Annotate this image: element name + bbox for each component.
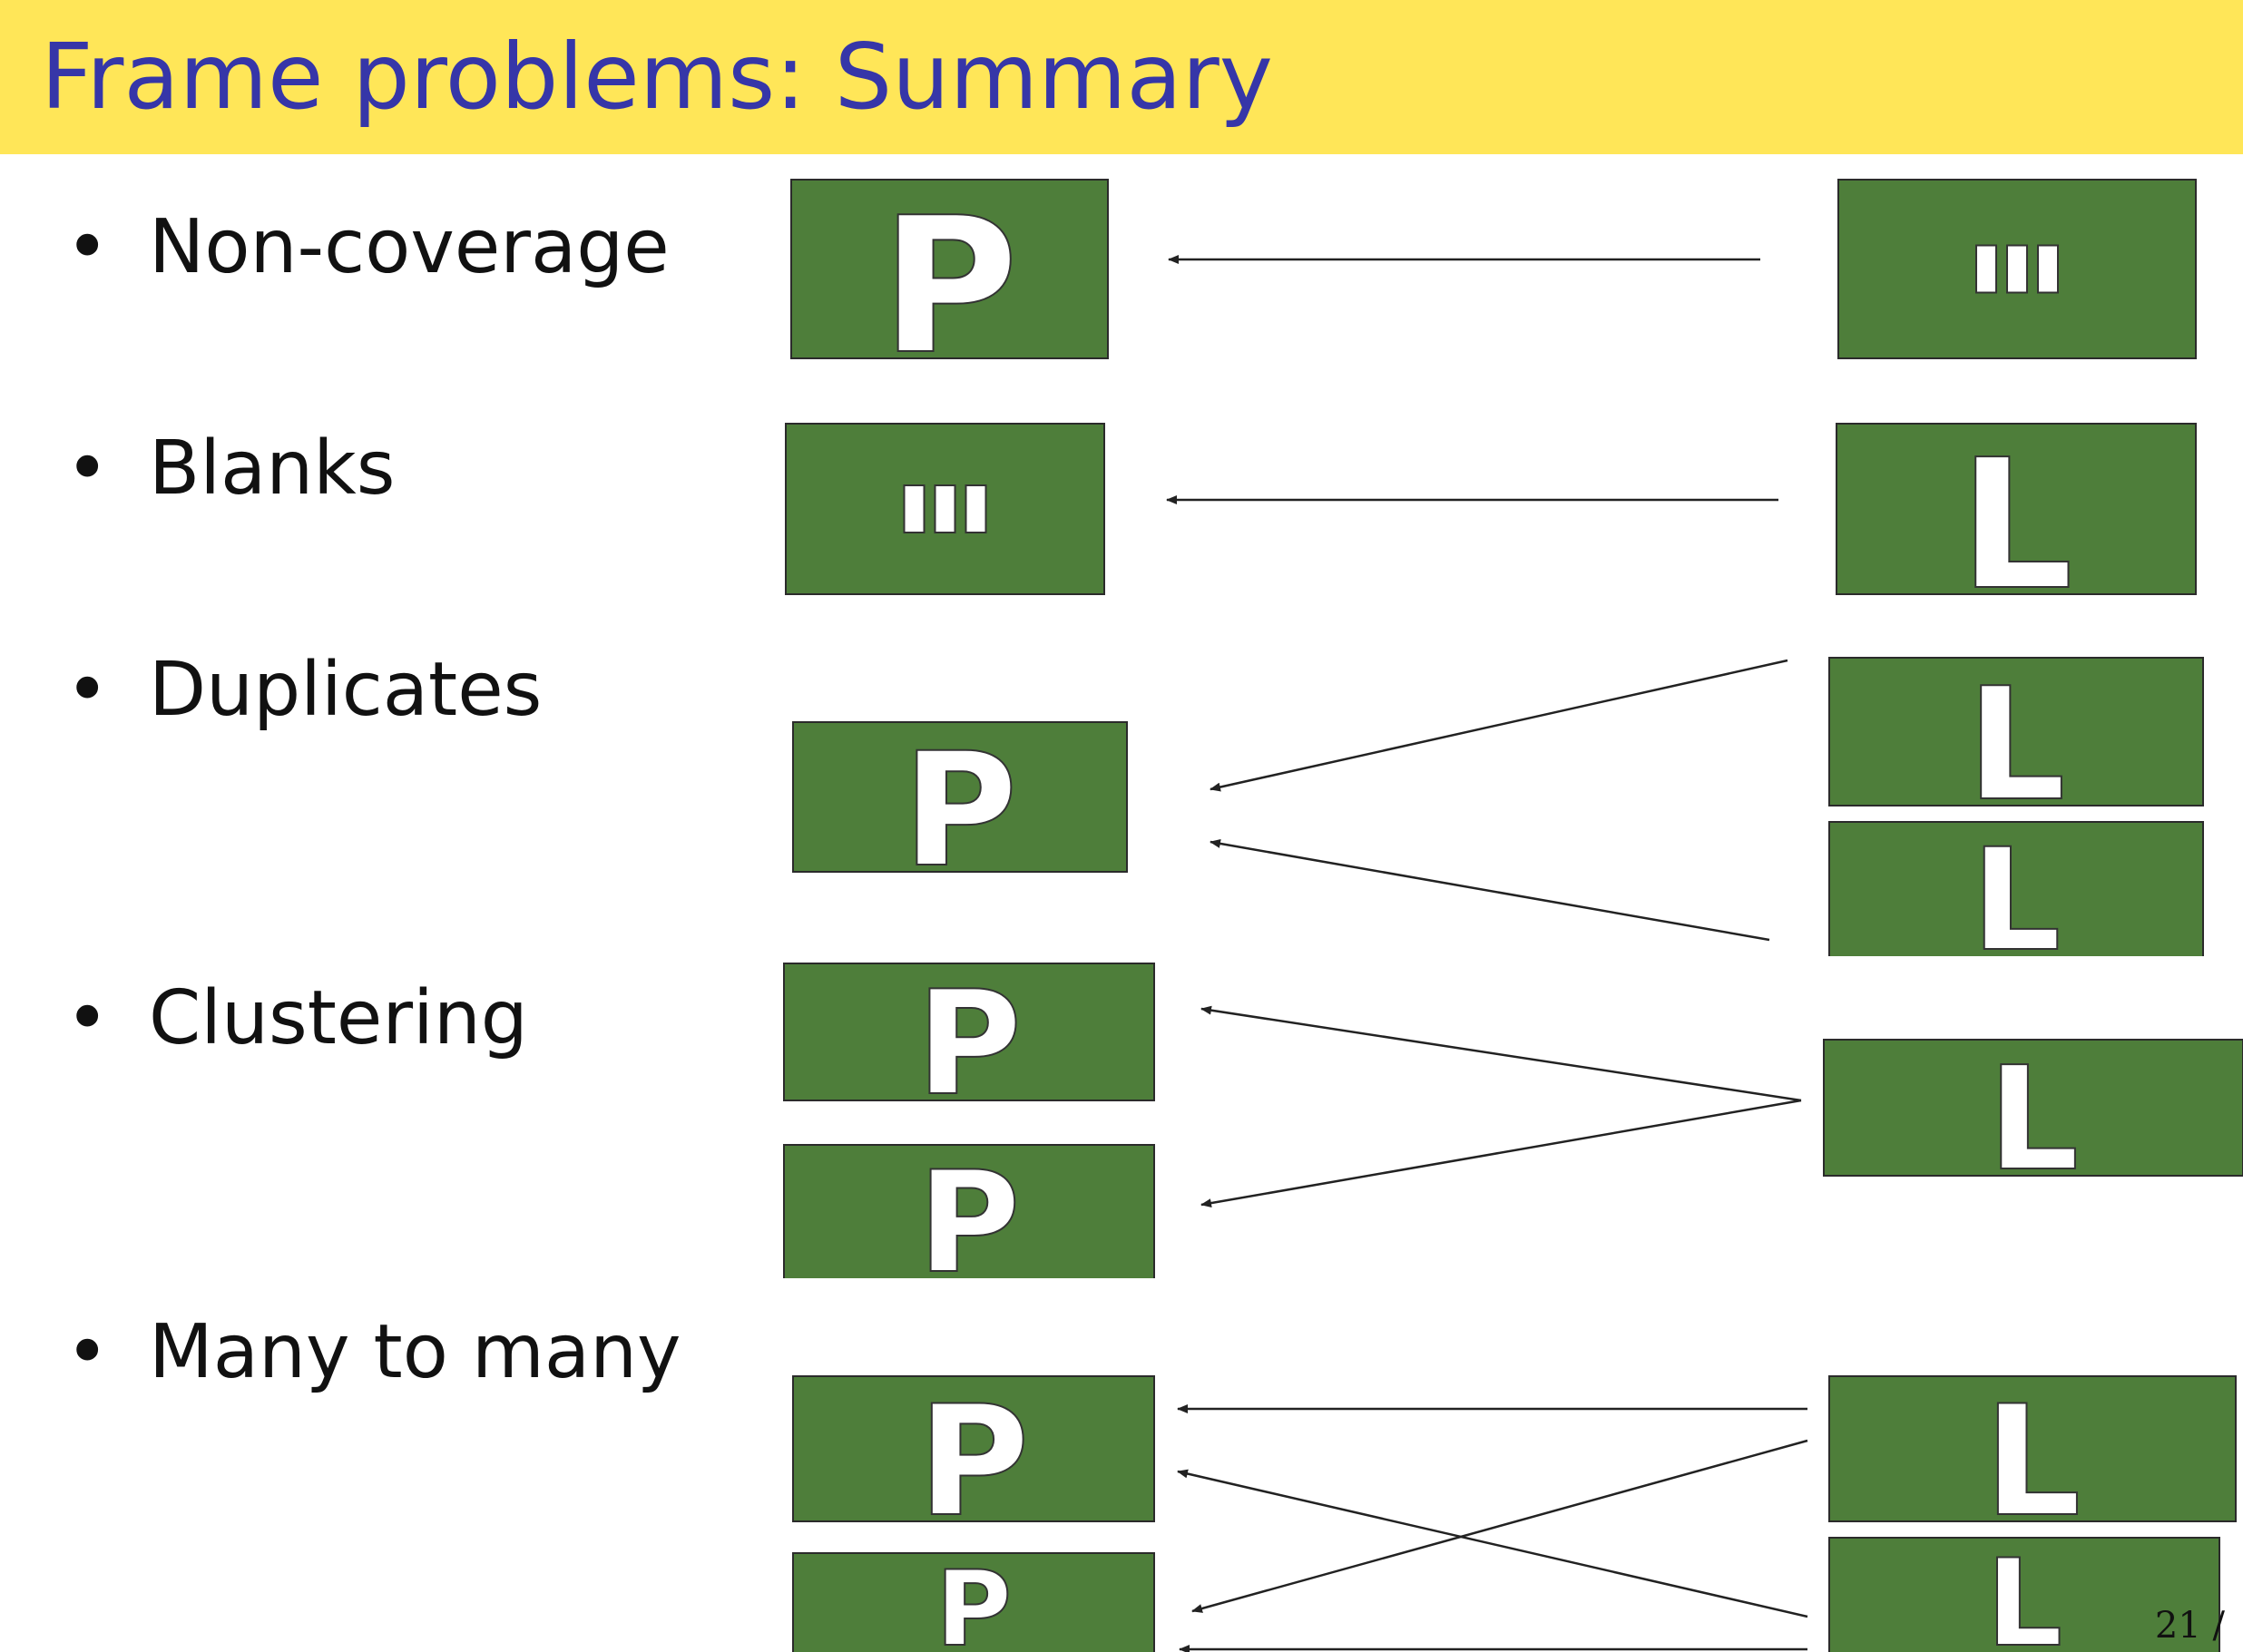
bullet-blanks: • Blanks (65, 419, 395, 519)
bullet-many-to-many: • Many to many (65, 1303, 681, 1403)
arrow-cluster-2 (1200, 1099, 1802, 1208)
arrow-m2m-2 (1191, 1439, 1808, 1613)
arrow-duplicate-2 (1210, 838, 1770, 942)
frame-box-p-letter: P (903, 718, 1018, 902)
bullet-dot: • (65, 425, 110, 512)
list-box-l (1828, 657, 2204, 806)
bullet-clustering: • Clustering (65, 969, 528, 1069)
list-box-l (1836, 423, 2197, 595)
arrow-duplicate-1 (1210, 659, 1788, 792)
frame-box-p (784, 1145, 1154, 1278)
frame-box-blank-blank-cell-2 (965, 484, 987, 533)
list-box-l (1823, 1039, 2243, 1177)
title-bar: Frame problems: Summary (0, 0, 2243, 154)
list-box-l-letter: L (1959, 421, 2073, 630)
frame-box-p (793, 1553, 1154, 1652)
frame-box-p-letter: P (916, 961, 1022, 1128)
frame-box-p-letter: P (917, 1142, 1020, 1305)
bullet-dot: • (65, 204, 110, 290)
list-box-l (1829, 822, 2203, 956)
list-box-l-letter: L (1983, 1373, 2081, 1550)
page-number: 21 / (2154, 1605, 2225, 1647)
bullet-dot: • (65, 647, 110, 733)
bullet-label: Clustering (149, 975, 528, 1061)
list-box-blank-blank-cell-0 (1975, 244, 1997, 294)
bullet-dot: • (65, 975, 110, 1061)
bullet-non-coverage: • Non-coverage (65, 198, 670, 298)
bullet-dot: • (65, 1309, 110, 1395)
frame-box-p-letter: P (881, 177, 1019, 396)
bullet-label: Blanks (149, 425, 396, 512)
list-box-l-letter: L (1986, 1534, 2062, 1652)
frame-box-blank-blank-cell-0 (903, 484, 926, 533)
arrow-m2m-3 (1177, 1469, 1808, 1618)
frame-box-p-border (783, 1144, 1155, 1278)
frame-box-blank-blank-cell-1 (934, 484, 956, 533)
frame-box-p-border (792, 1552, 1155, 1652)
list-box-blank-blank-cell-2 (2037, 244, 2059, 294)
list-box-l-border (1828, 821, 2204, 956)
bullet-label: Non-coverage (149, 204, 670, 290)
bullet-label: Duplicates (149, 647, 543, 733)
list-box-l (1829, 1538, 2219, 1652)
arrow-cluster-1 (1200, 1005, 1802, 1102)
list-box-l-letter: L (1966, 655, 2065, 836)
frame-box-p-letter: P (935, 1549, 1012, 1652)
frame-box-p (792, 721, 1128, 873)
frame-box-p (790, 179, 1109, 359)
list-box-l-border (1828, 1537, 2220, 1652)
page-title: Frame problems: Summary (41, 24, 1273, 130)
list-box-l (1828, 1375, 2237, 1522)
frame-box-p-letter: P (917, 1373, 1029, 1550)
list-box-l-letter: L (1971, 818, 2061, 982)
frame-box-p (783, 963, 1155, 1101)
bullet-label: Many to many (149, 1309, 681, 1395)
frame-box-p (792, 1375, 1155, 1522)
list-box-blank-blank-cell-1 (2006, 244, 2028, 294)
list-box-l-letter: L (1988, 1037, 2079, 1203)
bullet-duplicates: • Duplicates (65, 640, 542, 740)
